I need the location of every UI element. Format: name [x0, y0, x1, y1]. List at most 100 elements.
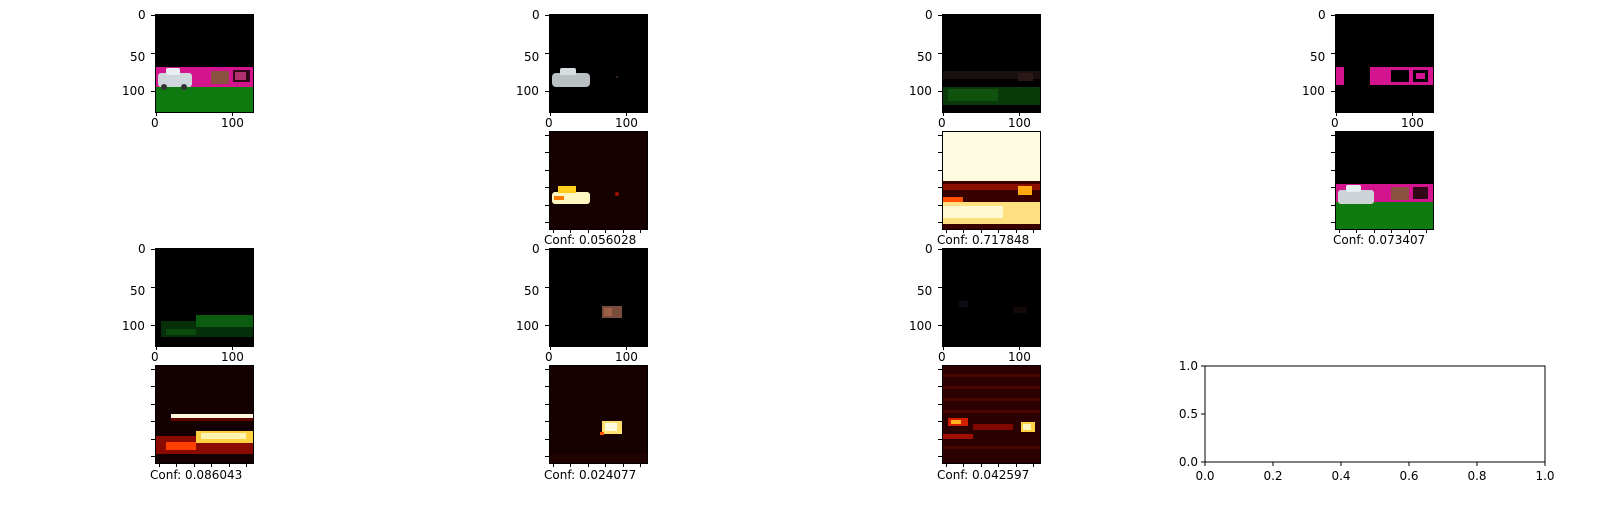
- y-tick-mark: [545, 91, 549, 92]
- slot-6-image: [942, 248, 1041, 347]
- x-tick-mark: [640, 229, 641, 233]
- axes-frame: [1204, 365, 1546, 463]
- x-tick-mark: [553, 463, 554, 467]
- x-tick-mark: [1336, 112, 1337, 116]
- x-tick-mark: [229, 463, 230, 467]
- slot-1-image: [549, 14, 648, 113]
- x-tick-label: 0.8: [1467, 469, 1486, 483]
- y-tick-mark: [938, 152, 942, 153]
- y-tick-mark: [545, 135, 549, 136]
- x-tick-mark: [1016, 229, 1017, 233]
- y-tick-mark: [151, 325, 155, 326]
- conf-label: Conf: 0.042597: [937, 468, 1030, 482]
- y-tick-mark: [151, 287, 155, 288]
- slot-4-image: [155, 248, 254, 347]
- y-tick-mark: [1331, 152, 1335, 153]
- x-tick-mark: [1391, 229, 1392, 233]
- slot-5-image: [549, 248, 648, 347]
- y-tick-mark: [938, 456, 942, 457]
- y-tick-50: 50: [524, 50, 540, 64]
- x-tick-mark: [943, 346, 944, 350]
- y-tick-mark: [151, 421, 155, 422]
- x-tick-mark: [194, 463, 195, 467]
- x-tick-mark: [570, 229, 571, 233]
- x-tick-100: 100: [1401, 116, 1424, 130]
- y-tick-mark: [1331, 91, 1335, 92]
- y-tick-0: 0: [1318, 8, 1326, 22]
- y-tick-mark: [938, 421, 942, 422]
- x-tick-0: 0: [151, 116, 159, 130]
- x-tick-mark: [1409, 229, 1410, 233]
- y-tick-0: 0: [925, 8, 933, 22]
- y-tick-100: 100: [1302, 84, 1325, 98]
- y-tick-50: 50: [130, 50, 146, 64]
- y-tick-mark: [151, 456, 155, 457]
- y-tick-mark: [151, 369, 155, 370]
- empty-axes-chart: 0.0 0.2 0.4 0.6 0.8 1.0 0.0 0.5 1.0: [1179, 359, 1555, 483]
- x-tick-mark: [626, 112, 627, 116]
- slot-2-mask-heatmap: [942, 131, 1041, 230]
- y-tick-mark: [545, 287, 549, 288]
- x-tick-mark: [550, 346, 551, 350]
- y-tick-mark: [545, 222, 549, 223]
- y-tick-50: 50: [130, 284, 146, 298]
- x-tick-0: 0: [545, 350, 553, 364]
- x-tick-mark: [981, 229, 982, 233]
- y-tick-mark: [938, 91, 942, 92]
- conf-label: Conf: 0.073407: [1333, 233, 1426, 247]
- y-tick-50: 50: [917, 284, 933, 298]
- x-tick-mark: [640, 463, 641, 467]
- y-tick-mark: [545, 152, 549, 153]
- y-tick-mark: [1331, 135, 1335, 136]
- x-tick-100: 100: [615, 116, 638, 130]
- slot-6-mask-heatmap: [942, 365, 1041, 464]
- x-tick-mark: [605, 463, 606, 467]
- x-tick-0: 0: [545, 116, 553, 130]
- y-tick-mark: [151, 91, 155, 92]
- input-image: [155, 14, 254, 113]
- x-tick-mark: [246, 463, 247, 467]
- y-tick-100: 100: [516, 319, 539, 333]
- y-tick-mark: [151, 404, 155, 405]
- x-tick-0: 0: [151, 350, 159, 364]
- x-tick-mark: [943, 112, 944, 116]
- x-tick-mark: [1016, 463, 1017, 467]
- y-tick-mark: [938, 222, 942, 223]
- x-tick-0: 0: [1331, 116, 1339, 130]
- x-tick-mark: [1019, 112, 1020, 116]
- conf-label: Conf: 0.717848: [937, 233, 1030, 247]
- x-tick-mark: [211, 463, 212, 467]
- x-tick-mark: [998, 229, 999, 233]
- y-tick-mark: [938, 15, 942, 16]
- y-tick-mark: [938, 369, 942, 370]
- y-tick-mark: [1331, 187, 1335, 188]
- y-tick-label: 0.5: [1179, 407, 1198, 421]
- y-tick-mark: [545, 369, 549, 370]
- y-tick-mark: [938, 187, 942, 188]
- x-tick-mark: [159, 463, 160, 467]
- y-tick-50: 50: [524, 284, 540, 298]
- y-tick-mark: [545, 325, 549, 326]
- x-tick-mark: [1426, 229, 1427, 233]
- y-tick-100: 100: [909, 319, 932, 333]
- y-tick-mark: [545, 439, 549, 440]
- y-tick-mark: [1331, 53, 1335, 54]
- conf-label: Conf: 0.086043: [150, 468, 243, 482]
- x-tick-mark: [156, 112, 157, 116]
- x-tick-mark: [156, 346, 157, 350]
- y-tick-mark: [938, 249, 942, 250]
- x-tick-mark: [623, 229, 624, 233]
- conf-label: Conf: 0.056028: [544, 233, 637, 247]
- x-tick-mark: [232, 346, 233, 350]
- y-tick-mark: [938, 439, 942, 440]
- x-tick-mark: [588, 229, 589, 233]
- y-tick-mark: [151, 15, 155, 16]
- x-tick-mark: [588, 463, 589, 467]
- x-tick-label: 0.6: [1399, 469, 1418, 483]
- y-tick-mark: [545, 170, 549, 171]
- y-tick-mark: [1331, 222, 1335, 223]
- x-tick-mark: [1019, 346, 1020, 350]
- y-tick-0: 0: [138, 8, 146, 22]
- y-tick-mark: [938, 386, 942, 387]
